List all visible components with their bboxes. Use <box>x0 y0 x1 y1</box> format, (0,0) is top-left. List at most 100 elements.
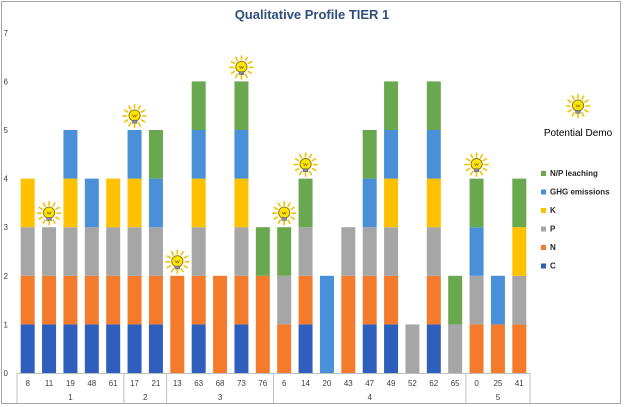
legend-label: K <box>550 206 556 215</box>
bar-segment-n <box>234 275 249 325</box>
x-group-label: 3 <box>218 393 223 402</box>
legend-label: GHG emissions <box>550 188 610 197</box>
lightbulb-icon <box>122 103 147 129</box>
bar-segment-p <box>277 275 292 325</box>
chart-title: Qualitative Profile TIER 1 <box>234 7 390 22</box>
lightbulb-icon <box>229 55 254 80</box>
x-tick-label: 11 <box>45 379 54 388</box>
legend-label: P <box>550 225 556 234</box>
bar-segment-c <box>106 324 121 373</box>
x-tick-label: 65 <box>451 379 460 388</box>
bar-segment-n-p-leaching <box>255 227 270 276</box>
x-tick-label: 76 <box>258 379 267 388</box>
bar-segment-ghg-emissions <box>127 130 142 179</box>
x-tick-label: 48 <box>87 379 96 388</box>
demo-label: Potential Demo <box>544 128 613 139</box>
lightbulb-icon <box>565 93 591 119</box>
bar-segment-p <box>148 227 163 276</box>
bar-segment-p <box>84 227 99 276</box>
bar-segment-k <box>234 178 249 228</box>
x-tick-label: 19 <box>66 379 75 388</box>
x-group-label: 4 <box>367 393 372 402</box>
bar-segment-c <box>191 324 206 373</box>
x-tick-label: 73 <box>237 379 246 388</box>
y-tick-label: 6 <box>4 77 9 86</box>
bar-segment-n <box>277 324 292 373</box>
legend-label: N <box>550 243 556 252</box>
legend-label: N/P leaching <box>550 169 598 178</box>
bar-segment-n <box>341 275 356 373</box>
legend-swatch <box>541 226 546 232</box>
plot-area <box>20 81 527 373</box>
x-tick-label: 47 <box>365 379 374 388</box>
bar-segment-n-p-leaching <box>448 275 463 325</box>
legend-swatch <box>541 263 546 269</box>
bar-segment-n-p-leaching <box>148 130 163 179</box>
bar-segment-n <box>20 275 35 325</box>
x-tick-label: 62 <box>429 379 438 388</box>
bar-segment-p <box>448 324 463 373</box>
bar-segment-ghg-emissions <box>490 275 505 325</box>
bar-segment-k <box>384 178 399 228</box>
x-axis: 8 11 19 48 61 17 21 13 63 68 73 76 6 14 20 43 47 49 52 62 65… <box>16 373 531 403</box>
bar-segment-k <box>63 178 78 228</box>
bar-segment-n <box>148 275 163 325</box>
lightbulb-icon <box>464 152 489 177</box>
x-tick-label: 61 <box>109 379 118 388</box>
bar-segment-p <box>405 324 420 373</box>
bar-segment-n-p-leaching <box>277 227 292 276</box>
bar-segment-n <box>191 275 206 325</box>
bar-segment-c <box>84 324 99 373</box>
x-tick-label: 68 <box>216 379 225 388</box>
bar-segment-ghg-emissions <box>362 178 377 228</box>
x-tick-label: 25 <box>493 379 502 388</box>
bar-segment-c <box>298 324 313 373</box>
y-tick-label: 7 <box>4 29 9 38</box>
bar-segment-n <box>362 275 377 325</box>
y-tick-label: 4 <box>4 175 9 184</box>
x-group-label: 2 <box>143 393 148 402</box>
bar-segment-n-p-leaching <box>469 178 484 228</box>
bar-segment-ghg-emissions <box>63 130 78 179</box>
lightbulb-icon <box>293 152 318 177</box>
bar-segment-n-p-leaching <box>234 81 249 130</box>
bar-segment-ghg-emissions <box>469 227 484 276</box>
bar-segment-p <box>127 227 142 276</box>
x-tick-label: 21 <box>151 379 160 388</box>
bar-segment-c <box>148 324 163 373</box>
bar-segment-ghg-emissions <box>234 130 249 179</box>
legend-swatch <box>541 171 546 176</box>
bar-segment-c <box>20 324 35 373</box>
bar-segment-p <box>298 227 313 276</box>
x-tick-label: 41 <box>515 379 524 388</box>
bar-segment-n <box>469 324 484 373</box>
bar-segment-p <box>42 227 57 276</box>
x-group-label: 1 <box>68 393 73 402</box>
bar-segment-p <box>384 227 399 276</box>
demo-markers <box>36 55 489 275</box>
y-tick-label: 3 <box>4 223 9 232</box>
x-tick-label: 13 <box>173 379 182 388</box>
x-tick-label: 17 <box>130 379 139 388</box>
bar-segment-k <box>106 178 121 228</box>
bar-segment-n <box>490 324 505 373</box>
bar-segment-n-p-leaching <box>298 178 313 228</box>
bar-segment-c <box>426 324 441 373</box>
x-tick-label: 43 <box>344 379 353 388</box>
y-axis: 0 1 2 3 4 5 6 7 <box>4 29 9 378</box>
bar-segment-c <box>384 324 399 373</box>
bar-segment-n <box>213 275 228 373</box>
bar-segment-c <box>234 324 249 373</box>
legend: N/P leaching GHG emissions K PN C Potential D… <box>541 93 613 271</box>
bar-segment-n <box>42 275 57 325</box>
bar-segment-p <box>191 227 206 276</box>
x-tick-label: 20 <box>322 379 331 388</box>
bar-segment-ghg-emissions <box>426 130 441 179</box>
bar-segment-k <box>20 178 35 228</box>
x-tick-label: 49 <box>387 379 396 388</box>
legend-swatch <box>541 245 546 250</box>
bar-segment-p <box>234 227 249 276</box>
legend-swatch <box>541 208 546 213</box>
y-tick-label: 0 <box>4 369 9 378</box>
